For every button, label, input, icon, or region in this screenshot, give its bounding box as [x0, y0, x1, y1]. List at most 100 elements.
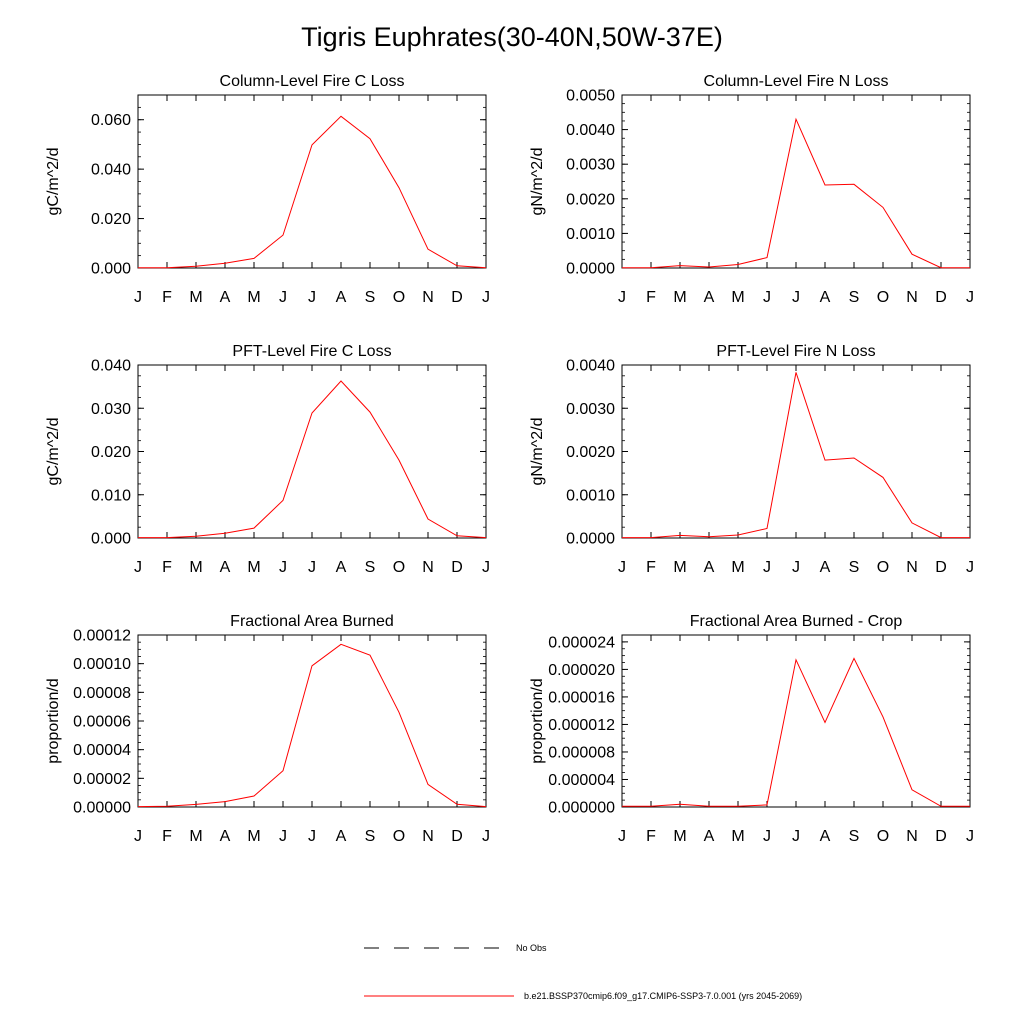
x-tick-label: N — [906, 289, 918, 306]
x-tick-label: J — [966, 289, 974, 306]
x-tick-label: F — [646, 559, 656, 576]
y-tick-label: 0.000008 — [548, 744, 615, 761]
y-axis-label: proportion/d — [45, 678, 62, 763]
y-axis-label: gN/m^2/d — [529, 418, 546, 486]
chart-title: Fractional Area Burned — [230, 613, 394, 630]
x-tick-label: D — [935, 828, 947, 845]
x-tick-label: N — [422, 559, 434, 576]
x-tick-label: A — [336, 289, 347, 306]
x-tick-label: A — [704, 828, 715, 845]
series-line — [622, 657, 970, 807]
series-line — [138, 380, 487, 539]
x-tick-label: O — [393, 289, 405, 306]
series-line — [138, 115, 487, 269]
x-tick-label: J — [792, 828, 800, 845]
y-tick-label: 0.000020 — [548, 662, 615, 679]
x-tick-label: M — [673, 828, 686, 845]
x-tick-label: J — [279, 289, 287, 306]
x-tick-label: F — [162, 559, 172, 576]
series-line — [622, 372, 970, 539]
y-tick-label: 0.030 — [91, 401, 131, 418]
y-tick-label: 0.00002 — [73, 771, 131, 788]
series-line — [622, 117, 970, 269]
chart-title: Column-Level Fire N Loss — [704, 73, 889, 90]
x-tick-label: S — [365, 289, 376, 306]
y-tick-label: 0.000016 — [548, 689, 615, 706]
y-axis-label: proportion/d — [529, 678, 546, 763]
x-tick-label: O — [393, 828, 405, 845]
y-axis-label: gC/m^2/d — [45, 418, 62, 486]
y-axis-label: gC/m^2/d — [45, 148, 62, 216]
x-tick-label: J — [618, 828, 626, 845]
x-tick-label: S — [365, 828, 376, 845]
y-tick-label: 0.000012 — [548, 717, 615, 734]
y-tick-label: 0.0030 — [566, 157, 615, 174]
plot-frame — [137, 94, 487, 269]
y-tick-label: 0.0020 — [566, 191, 615, 208]
x-tick-label: N — [906, 828, 918, 845]
y-tick-label: 0.010 — [91, 487, 131, 504]
x-tick-label: M — [673, 289, 686, 306]
x-tick-label: D — [451, 559, 463, 576]
x-tick-label: J — [308, 828, 316, 845]
y-tick-label: 0.040 — [91, 162, 131, 179]
y-tick-label: 0.000000 — [548, 800, 615, 817]
chart-title: Fractional Area Burned - Crop — [690, 613, 903, 630]
x-tick-label: M — [731, 828, 744, 845]
y-tick-label: 0.0040 — [566, 358, 615, 375]
x-tick-label: A — [220, 828, 231, 845]
x-tick-label: A — [704, 559, 715, 576]
x-tick-label: D — [451, 828, 463, 845]
x-tick-label: D — [935, 289, 947, 306]
x-tick-label: J — [966, 828, 974, 845]
x-tick-label: A — [220, 559, 231, 576]
x-tick-label: J — [792, 289, 800, 306]
y-tick-label: 0.0050 — [566, 88, 615, 105]
y-tick-label: 0.0020 — [566, 444, 615, 461]
x-tick-label: A — [820, 289, 831, 306]
x-tick-label: F — [162, 289, 172, 306]
y-tick-label: 0.00004 — [73, 742, 131, 759]
x-tick-label: J — [763, 828, 771, 845]
y-tick-label: 0.00012 — [73, 628, 131, 645]
x-tick-label: M — [731, 289, 744, 306]
y-tick-label: 0.000 — [91, 531, 131, 548]
y-tick-label: 0.00000 — [73, 800, 131, 817]
chart-panel-6: Fractional Area Burned - Crop proportion/… — [529, 613, 974, 845]
x-tick-label: A — [820, 559, 831, 576]
y-tick-label: 0.0000 — [566, 531, 615, 548]
chart-title: PFT-Level Fire C Loss — [232, 343, 391, 360]
x-tick-label: A — [704, 289, 715, 306]
x-tick-label: J — [966, 559, 974, 576]
y-tick-label: 0.020 — [91, 444, 131, 461]
x-tick-label: A — [336, 828, 347, 845]
x-tick-label: A — [820, 828, 831, 845]
page-title: Tigris Euphrates(30-40N,50W-37E) — [301, 22, 723, 52]
chart-title: Column-Level Fire C Loss — [220, 73, 405, 90]
x-tick-label: M — [189, 828, 202, 845]
x-tick-label: O — [393, 559, 405, 576]
x-tick-label: N — [906, 559, 918, 576]
legend-swatches — [364, 947, 514, 997]
x-tick-label: O — [877, 559, 889, 576]
y-tick-label: 0.060 — [91, 112, 131, 129]
x-tick-label: F — [646, 289, 656, 306]
x-tick-label: F — [162, 828, 172, 845]
x-tick-label: J — [482, 559, 490, 576]
x-tick-label: A — [336, 559, 347, 576]
x-tick-label: J — [618, 289, 626, 306]
x-tick-label: F — [646, 828, 656, 845]
x-tick-label: J — [763, 289, 771, 306]
y-tick-label: 0.00006 — [73, 714, 131, 731]
x-tick-label: M — [673, 559, 686, 576]
x-tick-label: J — [308, 559, 316, 576]
y-tick-label: 0.00010 — [73, 656, 131, 673]
x-tick-label: J — [279, 828, 287, 845]
x-tick-label: S — [849, 289, 860, 306]
chart-title: PFT-Level Fire N Loss — [716, 343, 875, 360]
y-tick-label: 0.000 — [91, 261, 131, 278]
x-tick-label: O — [877, 289, 889, 306]
x-tick-label: J — [482, 289, 490, 306]
